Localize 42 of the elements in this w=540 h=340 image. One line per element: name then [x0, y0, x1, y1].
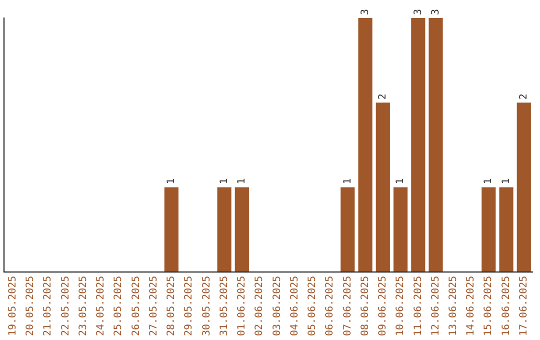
- x-tick-label: 01.06.2025: [236, 276, 248, 336]
- x-tick-label: 09.06.2025: [378, 276, 389, 336]
- x-tick-label: 06.06.2025: [324, 276, 336, 336]
- x-tick-label: 03.06.2025: [272, 276, 283, 336]
- data-label: 1: [218, 178, 230, 184]
- data-label: 1: [483, 178, 494, 184]
- data-label: 2: [518, 94, 530, 100]
- x-tick-label: 14.06.2025: [466, 276, 477, 336]
- data-label: 1: [236, 178, 248, 184]
- x-tick-label: 12.06.2025: [430, 276, 442, 336]
- x-tick-label: 27.05.2025: [148, 276, 160, 336]
- x-tick-label: 15.06.2025: [483, 276, 494, 336]
- x-tick-label: 30.05.2025: [201, 276, 212, 336]
- data-label: 2: [378, 94, 389, 100]
- x-tick-label: 25.05.2025: [113, 276, 124, 336]
- data-label: 3: [430, 8, 442, 15]
- x-tick-label: 13.06.2025: [448, 276, 459, 336]
- x-tick-label: 02.06.2025: [254, 276, 266, 336]
- x-tick-label: 19.05.2025: [7, 276, 18, 336]
- data-label: 3: [360, 8, 371, 15]
- data-label: 1: [166, 178, 178, 184]
- x-tick-label: 16.06.2025: [500, 276, 512, 336]
- x-tick-label: 10.06.2025: [395, 276, 406, 336]
- x-tick-label: 05.06.2025: [307, 276, 318, 336]
- x-tick-label: 17.06.2025: [518, 276, 530, 336]
- x-tick-label: 04.06.2025: [289, 276, 300, 336]
- x-tick-label: 28.05.2025: [166, 276, 178, 336]
- x-tick-label: 11.06.2025: [412, 276, 424, 336]
- x-tick-label: 21.05.2025: [42, 276, 54, 336]
- x-tick-label: 24.05.2025: [96, 276, 107, 336]
- x-tick-label: 07.06.2025: [342, 276, 354, 336]
- x-tick-label: 08.06.2025: [360, 276, 371, 336]
- x-tick-label: 31.05.2025: [218, 276, 230, 336]
- x-tick-label: 29.05.2025: [184, 276, 195, 336]
- data-label: 3: [412, 8, 424, 15]
- x-tick-label: 26.05.2025: [130, 276, 142, 336]
- x-tick-label: 23.05.2025: [78, 276, 89, 336]
- x-tick-label: 22.05.2025: [60, 276, 72, 336]
- data-label: 1: [342, 178, 354, 184]
- data-label: 1: [395, 178, 406, 184]
- x-tick-label: 20.05.2025: [25, 276, 36, 336]
- data-label: 1: [500, 178, 512, 184]
